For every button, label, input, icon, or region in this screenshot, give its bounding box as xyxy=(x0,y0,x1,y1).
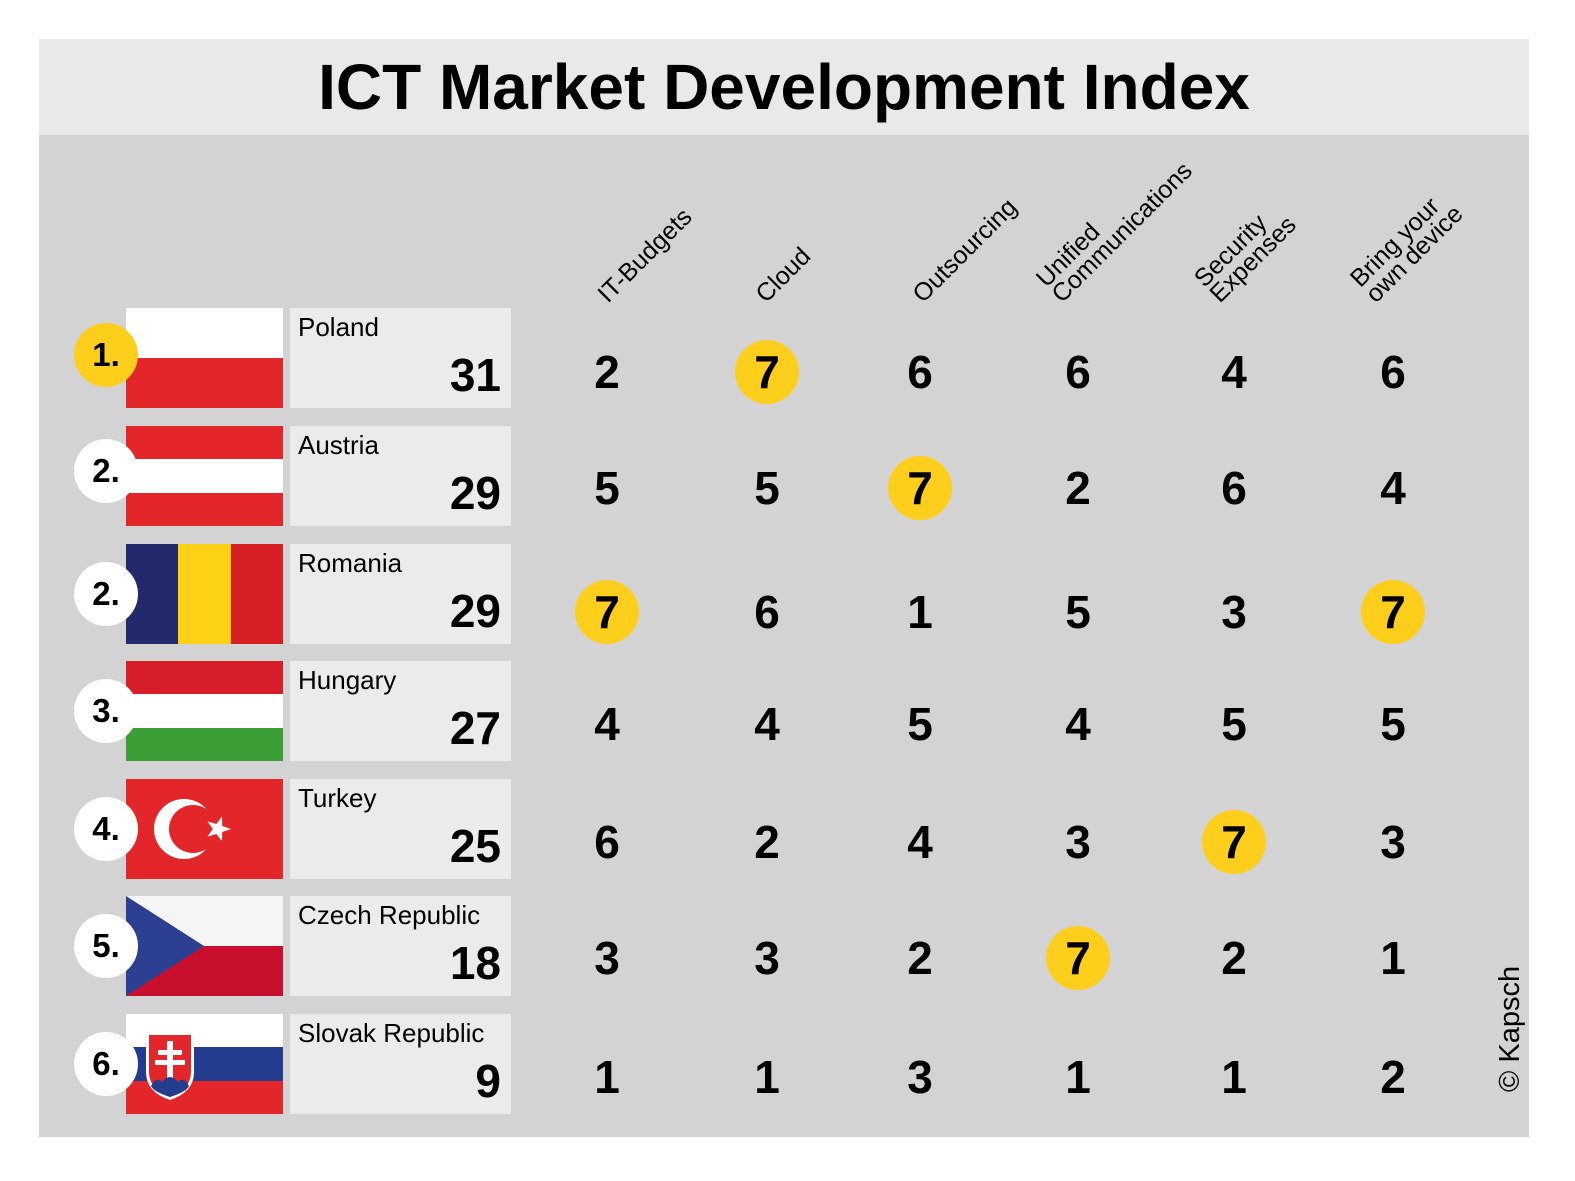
score-cell: 2 xyxy=(594,346,620,398)
flag-romania-icon xyxy=(126,544,283,644)
score-cell: 3 xyxy=(594,932,620,984)
country-total-score: 29 xyxy=(449,585,501,637)
rank-badge: 2. xyxy=(74,562,138,626)
score-cell: 5 xyxy=(1065,586,1091,638)
flag-slovak-republic-icon xyxy=(126,1014,283,1114)
country-name: Turkey xyxy=(298,783,377,813)
rank-badge: 1. xyxy=(74,323,138,387)
score-cell: 5 xyxy=(1221,698,1247,750)
country-box: Poland 31 xyxy=(290,308,511,408)
score-cell-highlighted: 7 xyxy=(1046,926,1110,990)
flag-austria-icon xyxy=(126,426,283,526)
rank-badge: 4. xyxy=(74,797,138,861)
flag-poland-icon xyxy=(126,308,283,408)
score-cell: 4 xyxy=(754,698,780,750)
score-cell: 6 xyxy=(594,816,620,868)
score-cell: 1 xyxy=(594,1051,620,1103)
score-cell: 1 xyxy=(1221,1051,1247,1103)
score-cell: 6 xyxy=(1065,346,1091,398)
country-box: Romania 29 xyxy=(290,544,511,644)
score-cell: 3 xyxy=(907,1051,933,1103)
country-name: Slovak Republic xyxy=(298,1018,485,1048)
country-total-score: 29 xyxy=(449,467,501,519)
flag-czech-republic-icon xyxy=(126,896,283,996)
rank-badge: 2. xyxy=(74,439,138,503)
rank-badge: 6. xyxy=(74,1032,138,1096)
score-cell: 6 xyxy=(1221,462,1247,514)
score-cell: 2 xyxy=(907,932,933,984)
score-cell-highlighted: 7 xyxy=(575,580,639,644)
country-name: Czech Republic xyxy=(298,900,481,930)
score-cell: 3 xyxy=(1380,816,1406,868)
score-cell: 4 xyxy=(907,816,933,868)
score-cell: 3 xyxy=(754,932,780,984)
score-cell: 4 xyxy=(1380,462,1406,514)
score-cell-highlighted: 7 xyxy=(1202,810,1266,874)
score-cell: 4 xyxy=(594,698,620,750)
score-cell: 3 xyxy=(1065,816,1091,868)
rank-badge: 3. xyxy=(74,679,138,743)
chart-title: ICT Market Development Index xyxy=(318,51,1250,123)
score-cell: 5 xyxy=(594,462,620,514)
score-cell: 6 xyxy=(907,346,933,398)
flag-hungary-icon xyxy=(126,661,283,761)
score-cell: 1 xyxy=(754,1051,780,1103)
copyright-credit: © Kapsch xyxy=(1494,965,1526,1092)
score-cell: 1 xyxy=(907,586,933,638)
score-cell: 5 xyxy=(754,462,780,514)
score-cell: 1 xyxy=(1380,932,1406,984)
score-cell-highlighted: 7 xyxy=(1361,580,1425,644)
country-total-score: 18 xyxy=(449,937,501,989)
country-box: Turkey 25 xyxy=(290,779,511,879)
score-cell: 6 xyxy=(754,586,780,638)
score-cell: 5 xyxy=(907,698,933,750)
score-cell: 3 xyxy=(1221,586,1247,638)
country-name: Romania xyxy=(298,548,403,578)
score-cell: 2 xyxy=(754,816,780,868)
score-cell: 2 xyxy=(1221,932,1247,984)
chart-background xyxy=(39,39,1529,1137)
country-box: Slovak Republic 9 xyxy=(290,1014,511,1114)
country-name: Austria xyxy=(298,430,379,460)
country-total-score: 9 xyxy=(475,1055,501,1107)
country-box: Austria 29 xyxy=(290,426,511,526)
score-cell: 4 xyxy=(1221,346,1247,398)
country-box: Czech Republic 18 xyxy=(290,896,511,996)
rank-badge: 5. xyxy=(74,914,138,978)
title-bar: ICT Market Development Index xyxy=(39,39,1529,135)
score-cell: 4 xyxy=(1065,698,1091,750)
flag-turkey-icon xyxy=(126,779,283,879)
score-cell: 6 xyxy=(1380,346,1406,398)
score-cell: 5 xyxy=(1380,698,1406,750)
score-cell: 2 xyxy=(1380,1051,1406,1103)
country-name: Poland xyxy=(298,312,379,342)
score-cell: 2 xyxy=(1065,462,1091,514)
score-cell: 1 xyxy=(1065,1051,1091,1103)
country-total-score: 31 xyxy=(449,349,501,401)
country-total-score: 25 xyxy=(449,820,501,872)
score-cell-highlighted: 7 xyxy=(888,456,952,520)
country-box: Hungary 27 xyxy=(290,661,511,761)
country-total-score: 27 xyxy=(449,702,501,754)
score-cell-highlighted: 7 xyxy=(735,340,799,404)
country-name: Hungary xyxy=(298,665,397,695)
